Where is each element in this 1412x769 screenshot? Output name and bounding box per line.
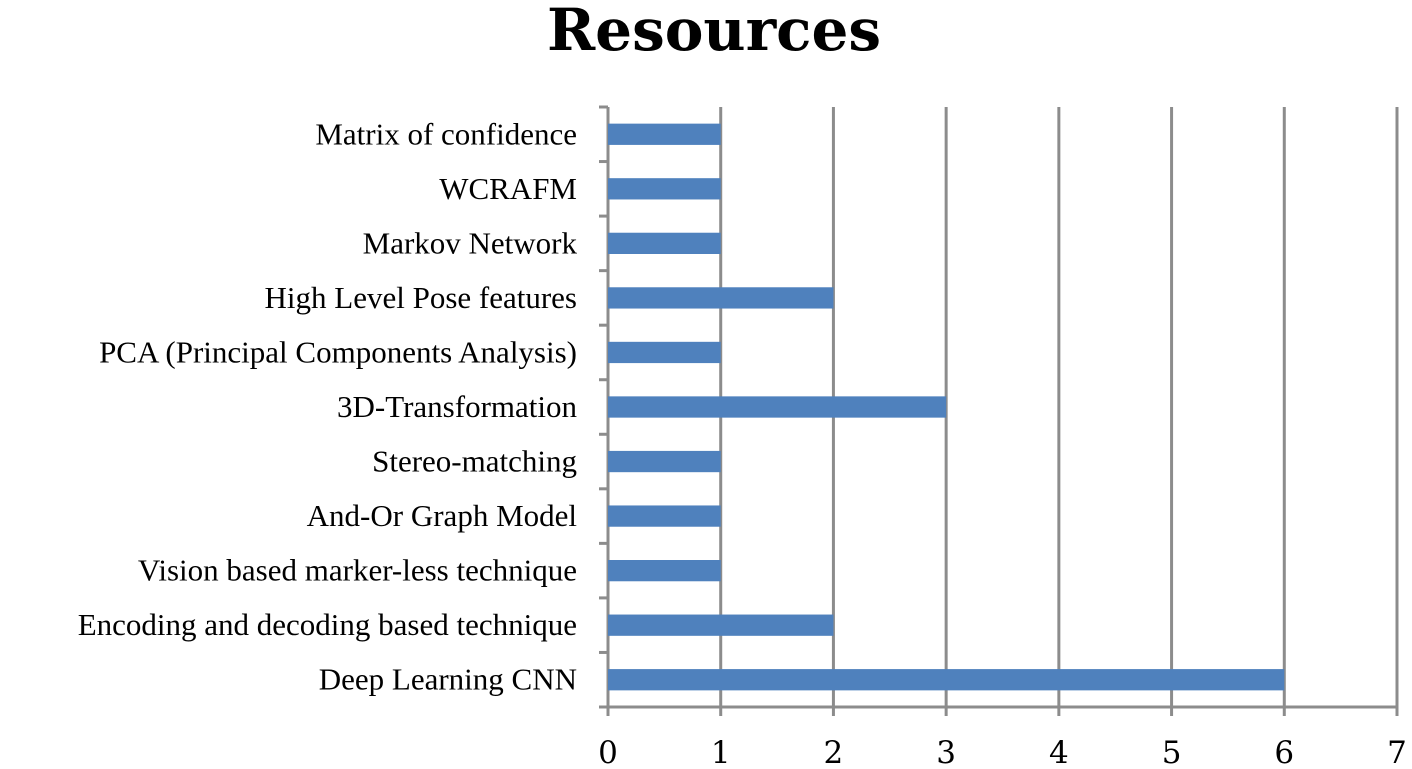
x-tick-label-0: 0 bbox=[598, 735, 618, 769]
category-label: Stereo-matching bbox=[372, 444, 577, 479]
bar-6 bbox=[608, 396, 947, 418]
category-label: Markov Network bbox=[363, 225, 578, 260]
bar-5 bbox=[608, 341, 721, 364]
category-label: 3D-Transformation bbox=[337, 389, 577, 424]
bar-8 bbox=[608, 505, 721, 527]
category-label: Vision based marker-less technique bbox=[138, 553, 577, 588]
x-tick-label-3: 3 bbox=[936, 735, 956, 769]
x-tick-label-4: 4 bbox=[1049, 735, 1069, 769]
category-label: WCRAFM bbox=[439, 171, 577, 206]
category-label: High Level Pose features bbox=[265, 280, 577, 315]
x-tick-label-2: 2 bbox=[824, 735, 844, 769]
category-label: And-Or Graph Model bbox=[307, 498, 577, 533]
bars bbox=[608, 123, 1285, 691]
bar-11 bbox=[608, 669, 1285, 691]
x-tick-label-7: 7 bbox=[1387, 735, 1407, 769]
x-tick-label-5: 5 bbox=[1162, 735, 1182, 769]
bar-2 bbox=[608, 178, 721, 200]
bar-10 bbox=[608, 614, 834, 636]
category-labels: Matrix of confidence WCRAFM Markov Network… bbox=[78, 116, 578, 696]
x-tick-label-1: 1 bbox=[711, 735, 731, 769]
category-label: Deep Learning CNN bbox=[319, 662, 577, 697]
bar-9 bbox=[608, 560, 721, 582]
x-tick-label-6: 6 bbox=[1274, 735, 1294, 769]
gridlines bbox=[719, 107, 1399, 707]
bar-7 bbox=[608, 450, 721, 473]
x-tick-labels: 0 1 2 3 4 5 6 7 bbox=[598, 735, 1407, 769]
bar-4 bbox=[608, 287, 834, 309]
category-label: Encoding and decoding based technique bbox=[78, 607, 577, 642]
category-label: PCA (Principal Components Analysis) bbox=[99, 334, 577, 369]
bar-3 bbox=[608, 232, 721, 254]
chart-title: Resources bbox=[547, 0, 881, 64]
bar-1 bbox=[608, 123, 721, 145]
category-label: Matrix of confidence bbox=[315, 116, 577, 151]
